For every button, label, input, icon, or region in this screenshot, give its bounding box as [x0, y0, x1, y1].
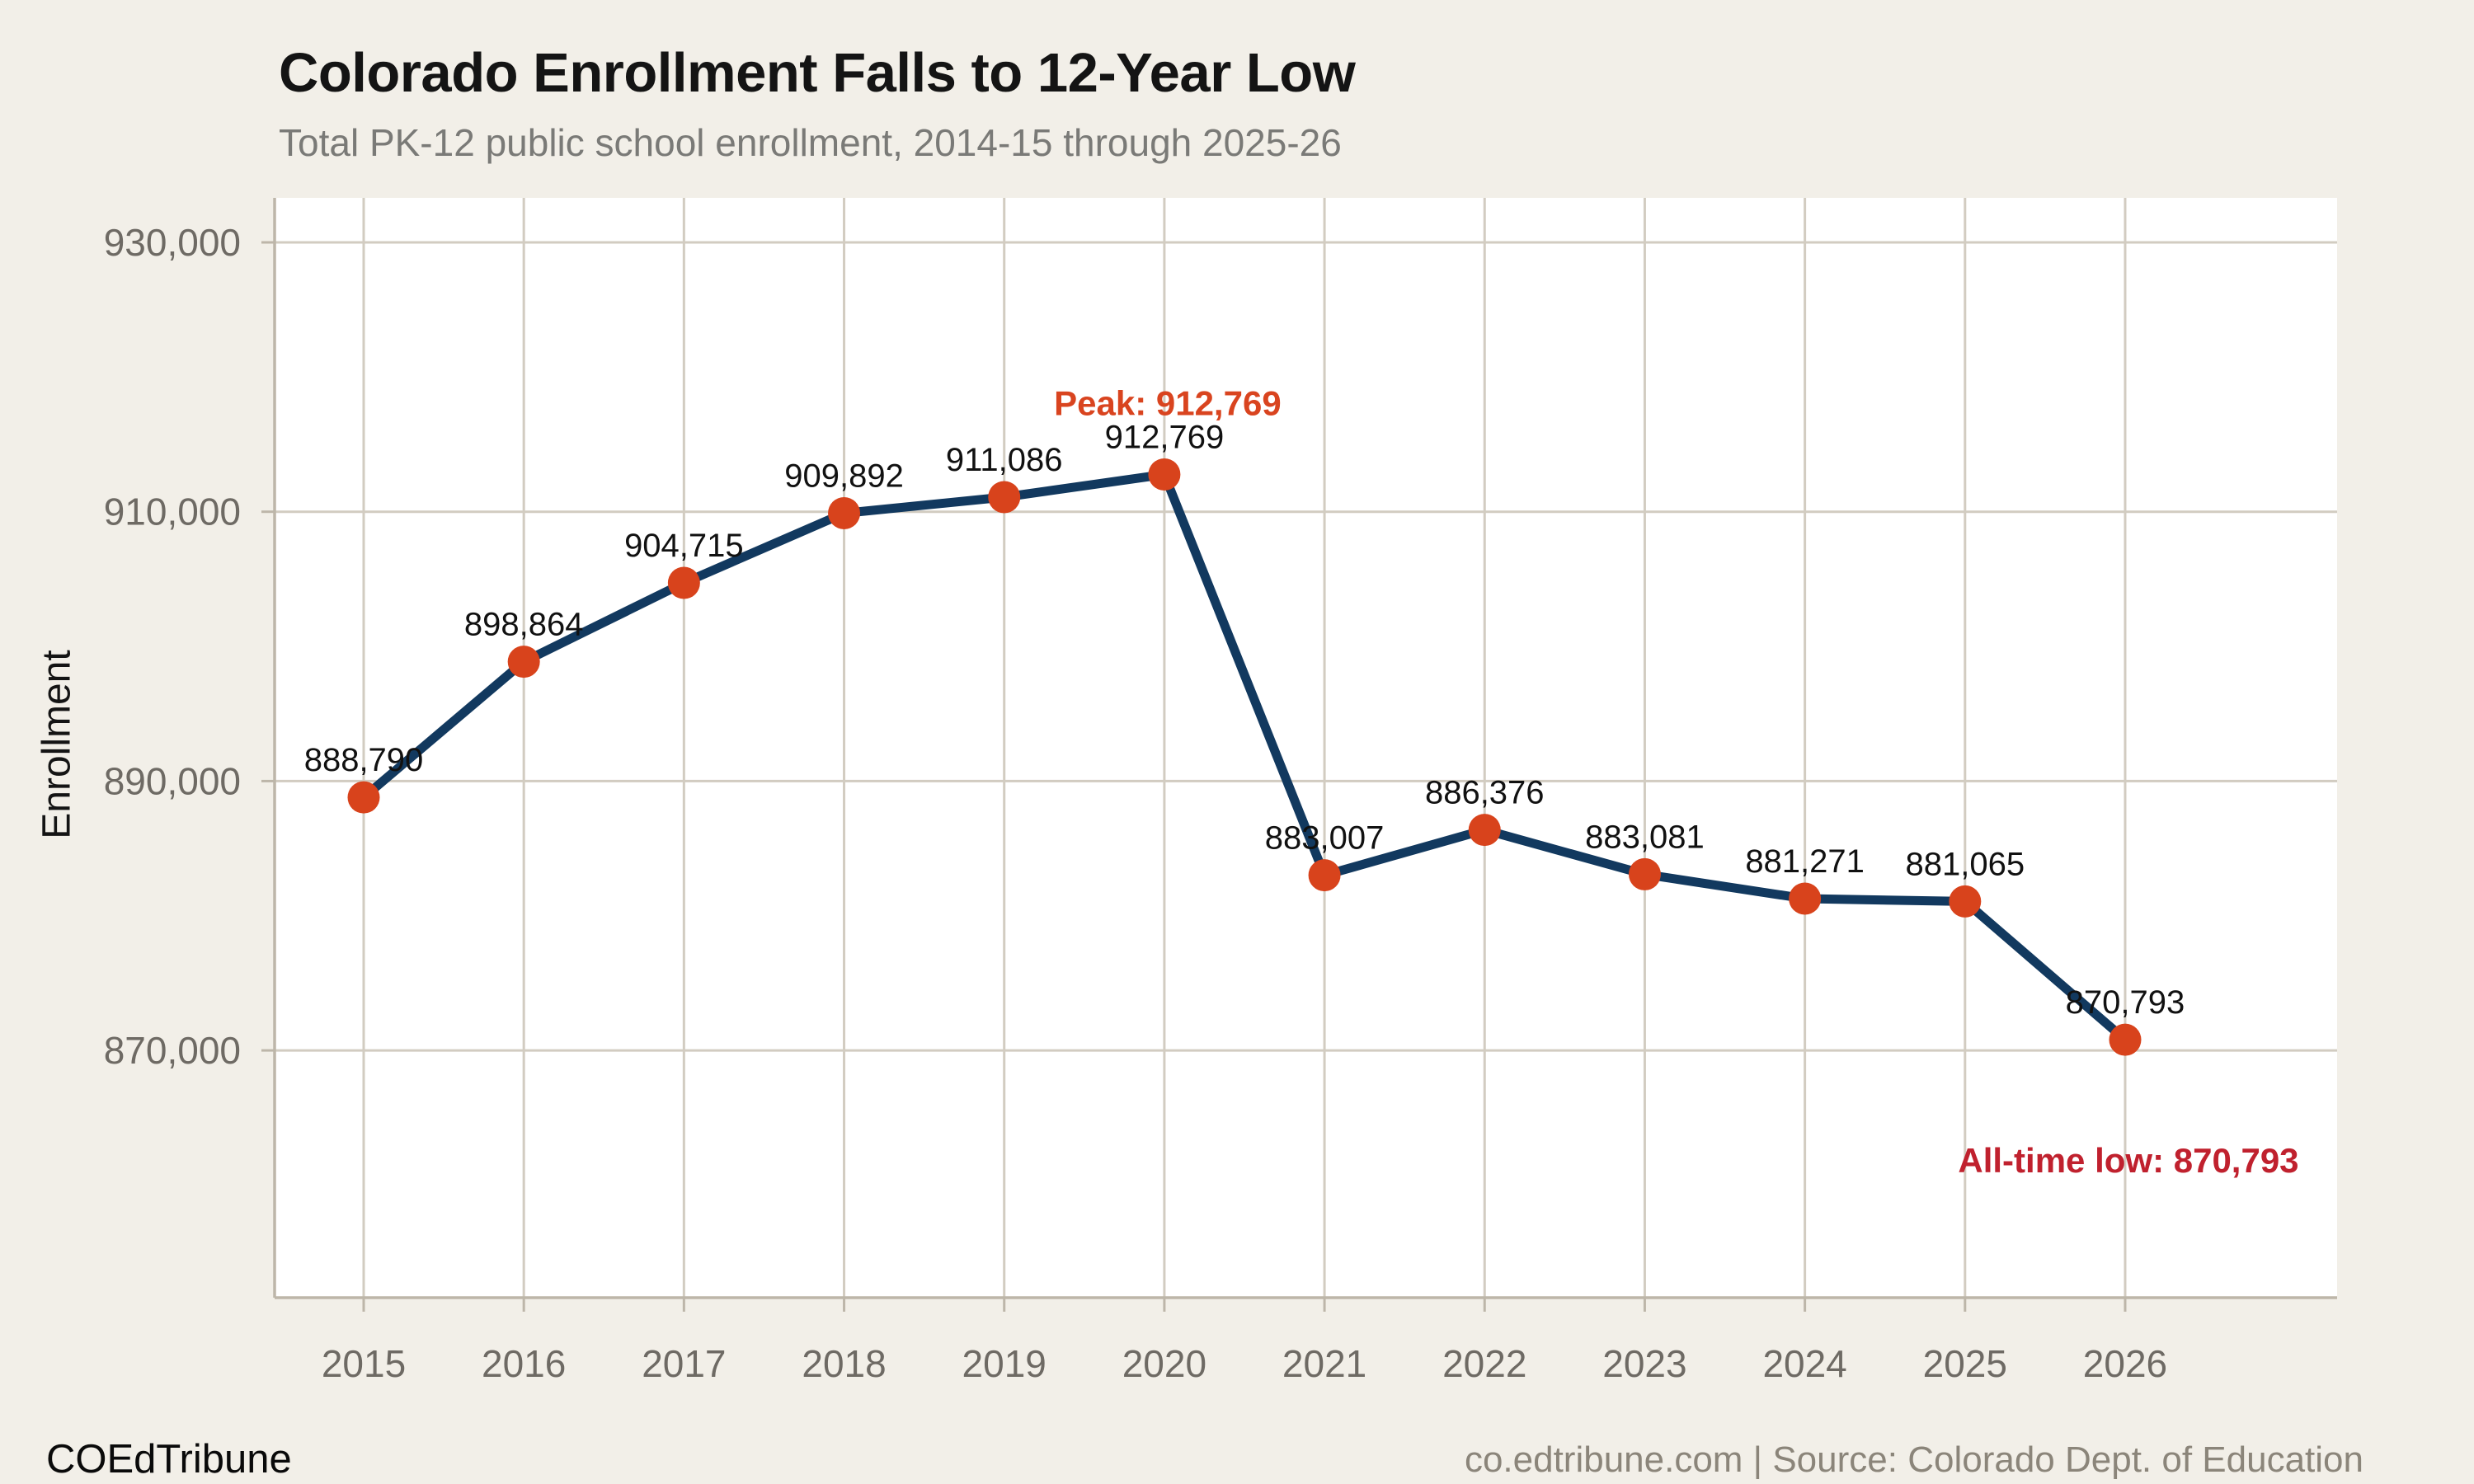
data-point-2018: [828, 496, 861, 529]
data-point-2023: [1628, 857, 1661, 890]
data-point-label-2022: 886,376: [1425, 775, 1545, 811]
chart-subtitle: Total PK-12 public school enrollment, 20…: [279, 121, 1342, 164]
data-point-2025: [1949, 885, 1982, 918]
plot-panel: [275, 198, 2337, 1298]
data-point-2015: [347, 781, 380, 814]
source-credit: co.edtribune.com | Source: Colorado Dept…: [1464, 1439, 2363, 1480]
x-tick-label-2016: 2016: [482, 1342, 566, 1385]
y-tick-label-890000: 890,000: [104, 759, 241, 802]
data-point-2020: [1148, 458, 1181, 491]
data-point-2019: [988, 481, 1021, 514]
x-tick-label-2019: 2019: [962, 1342, 1047, 1385]
data-point-label-2021: 883,007: [1265, 820, 1385, 857]
data-point-2024: [1789, 882, 1822, 915]
data-point-2017: [667, 566, 700, 599]
x-tick-label-2015: 2015: [322, 1342, 406, 1385]
data-point-2022: [1468, 814, 1501, 847]
data-point-2026: [2109, 1023, 2142, 1056]
data-point-2021: [1308, 859, 1341, 892]
data-point-label-2024: 881,271: [1745, 843, 1865, 880]
x-tick-label-2018: 2018: [802, 1342, 886, 1385]
x-tick-label-2020: 2020: [1122, 1342, 1206, 1385]
y-tick-label-870000: 870,000: [104, 1029, 241, 1072]
x-tick-label-2023: 2023: [1602, 1342, 1686, 1385]
data-point-2016: [507, 646, 540, 679]
data-point-label-2016: 898,864: [464, 607, 584, 643]
x-tick-label-2024: 2024: [1762, 1342, 1846, 1385]
data-point-label-2025: 881,065: [1906, 846, 2025, 882]
peak-annotation: Peak: 912,769: [1054, 383, 1282, 422]
data-point-label-2026: 870,793: [2066, 984, 2185, 1021]
publisher-wordmark: COEdTribune: [46, 1437, 292, 1482]
x-tick-label-2021: 2021: [1282, 1342, 1366, 1385]
x-tick-label-2017: 2017: [642, 1342, 726, 1385]
y-tick-label-910000: 910,000: [104, 491, 241, 533]
chart-title: Colorado Enrollment Falls to 12-Year Low: [279, 42, 1356, 104]
data-point-label-2019: 911,086: [946, 442, 1063, 478]
y-tick-label-930000: 930,000: [104, 221, 241, 264]
x-tick-label-2022: 2022: [1442, 1342, 1526, 1385]
trend-line: [359, 470, 2130, 1045]
data-point-label-2020: 912,769: [1105, 419, 1225, 455]
x-tick-label-2025: 2025: [1923, 1342, 2007, 1385]
data-point-label-2017: 904,715: [624, 528, 744, 564]
data-point-label-2015: 888,790: [304, 742, 424, 778]
low-annotation: All-time low: 870,793: [1958, 1141, 2298, 1180]
data-point-label-2023: 883,081: [1585, 819, 1705, 855]
x-tick-label-2026: 2026: [2083, 1342, 2167, 1385]
data-point-label-2018: 909,892: [784, 458, 904, 494]
